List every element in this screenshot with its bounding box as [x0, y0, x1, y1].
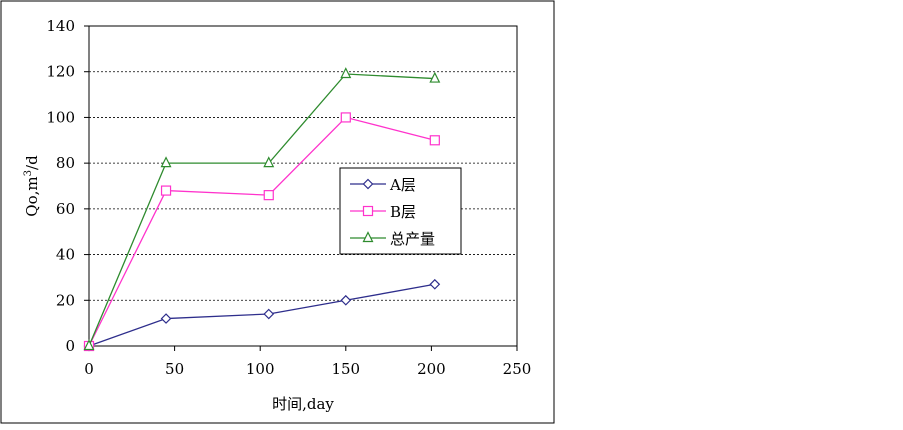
- y-axis-title-main: Qo,m: [23, 176, 41, 216]
- data-point-square: [160, 185, 172, 196]
- y-tick-label: 120: [46, 63, 75, 81]
- legend-swatch-diamond: [362, 178, 374, 190]
- x-tick-label: 150: [331, 360, 360, 378]
- data-point-diamond: [429, 278, 441, 290]
- legend-label: A层: [389, 176, 416, 194]
- data-point-triangle: [263, 156, 275, 168]
- x-tick-label: 250: [503, 360, 532, 378]
- data-point-diamond: [340, 294, 352, 306]
- y-axis-title-superscript: 3: [23, 170, 34, 176]
- y-tick-label: 60: [56, 200, 75, 218]
- plot-area-border: [88, 25, 518, 347]
- legend-label: B层: [390, 203, 416, 221]
- y-axis-title-tail: /d: [23, 155, 41, 170]
- legend-swatch-square: [362, 205, 374, 217]
- data-point-triangle: [429, 71, 441, 83]
- legend-swatch-triangle: [362, 231, 374, 243]
- data-point-square: [263, 190, 274, 201]
- data-point-square: [340, 112, 351, 123]
- data-point-triangle: [83, 339, 95, 351]
- legend-label: 总产量: [390, 230, 435, 248]
- data-point-square: [429, 135, 440, 146]
- data-point-triangle: [340, 67, 352, 79]
- legend-item: B层: [350, 203, 416, 221]
- legend-item: A层: [350, 176, 416, 194]
- series-lines: [83, 67, 441, 352]
- x-tick-label: 200: [417, 360, 446, 378]
- x-tick-label: 0: [84, 360, 94, 378]
- data-point-diamond: [160, 313, 172, 324]
- y-tick-label: 40: [56, 246, 75, 264]
- y-tick-label: 100: [46, 108, 75, 126]
- y-axis-title: Qo,m3/d: [23, 155, 41, 217]
- y-tick-label: 0: [65, 337, 75, 355]
- y-tick-label: 80: [56, 154, 75, 172]
- series-triangle: [83, 67, 441, 351]
- y-tick-label: 20: [56, 291, 75, 309]
- legend-item: 总产量: [350, 230, 435, 248]
- x-tick-label: 50: [165, 360, 184, 378]
- data-point-triangle: [160, 156, 172, 168]
- x-tick-label: 100: [246, 360, 275, 378]
- y-tick-label: 140: [46, 17, 75, 35]
- x-axis-title: 时间,day: [272, 395, 334, 413]
- data-point-diamond: [263, 308, 275, 320]
- axis-ticks: 0 20 40 60 80 100 120 140 0 50 100 150 200 250: [46, 17, 531, 378]
